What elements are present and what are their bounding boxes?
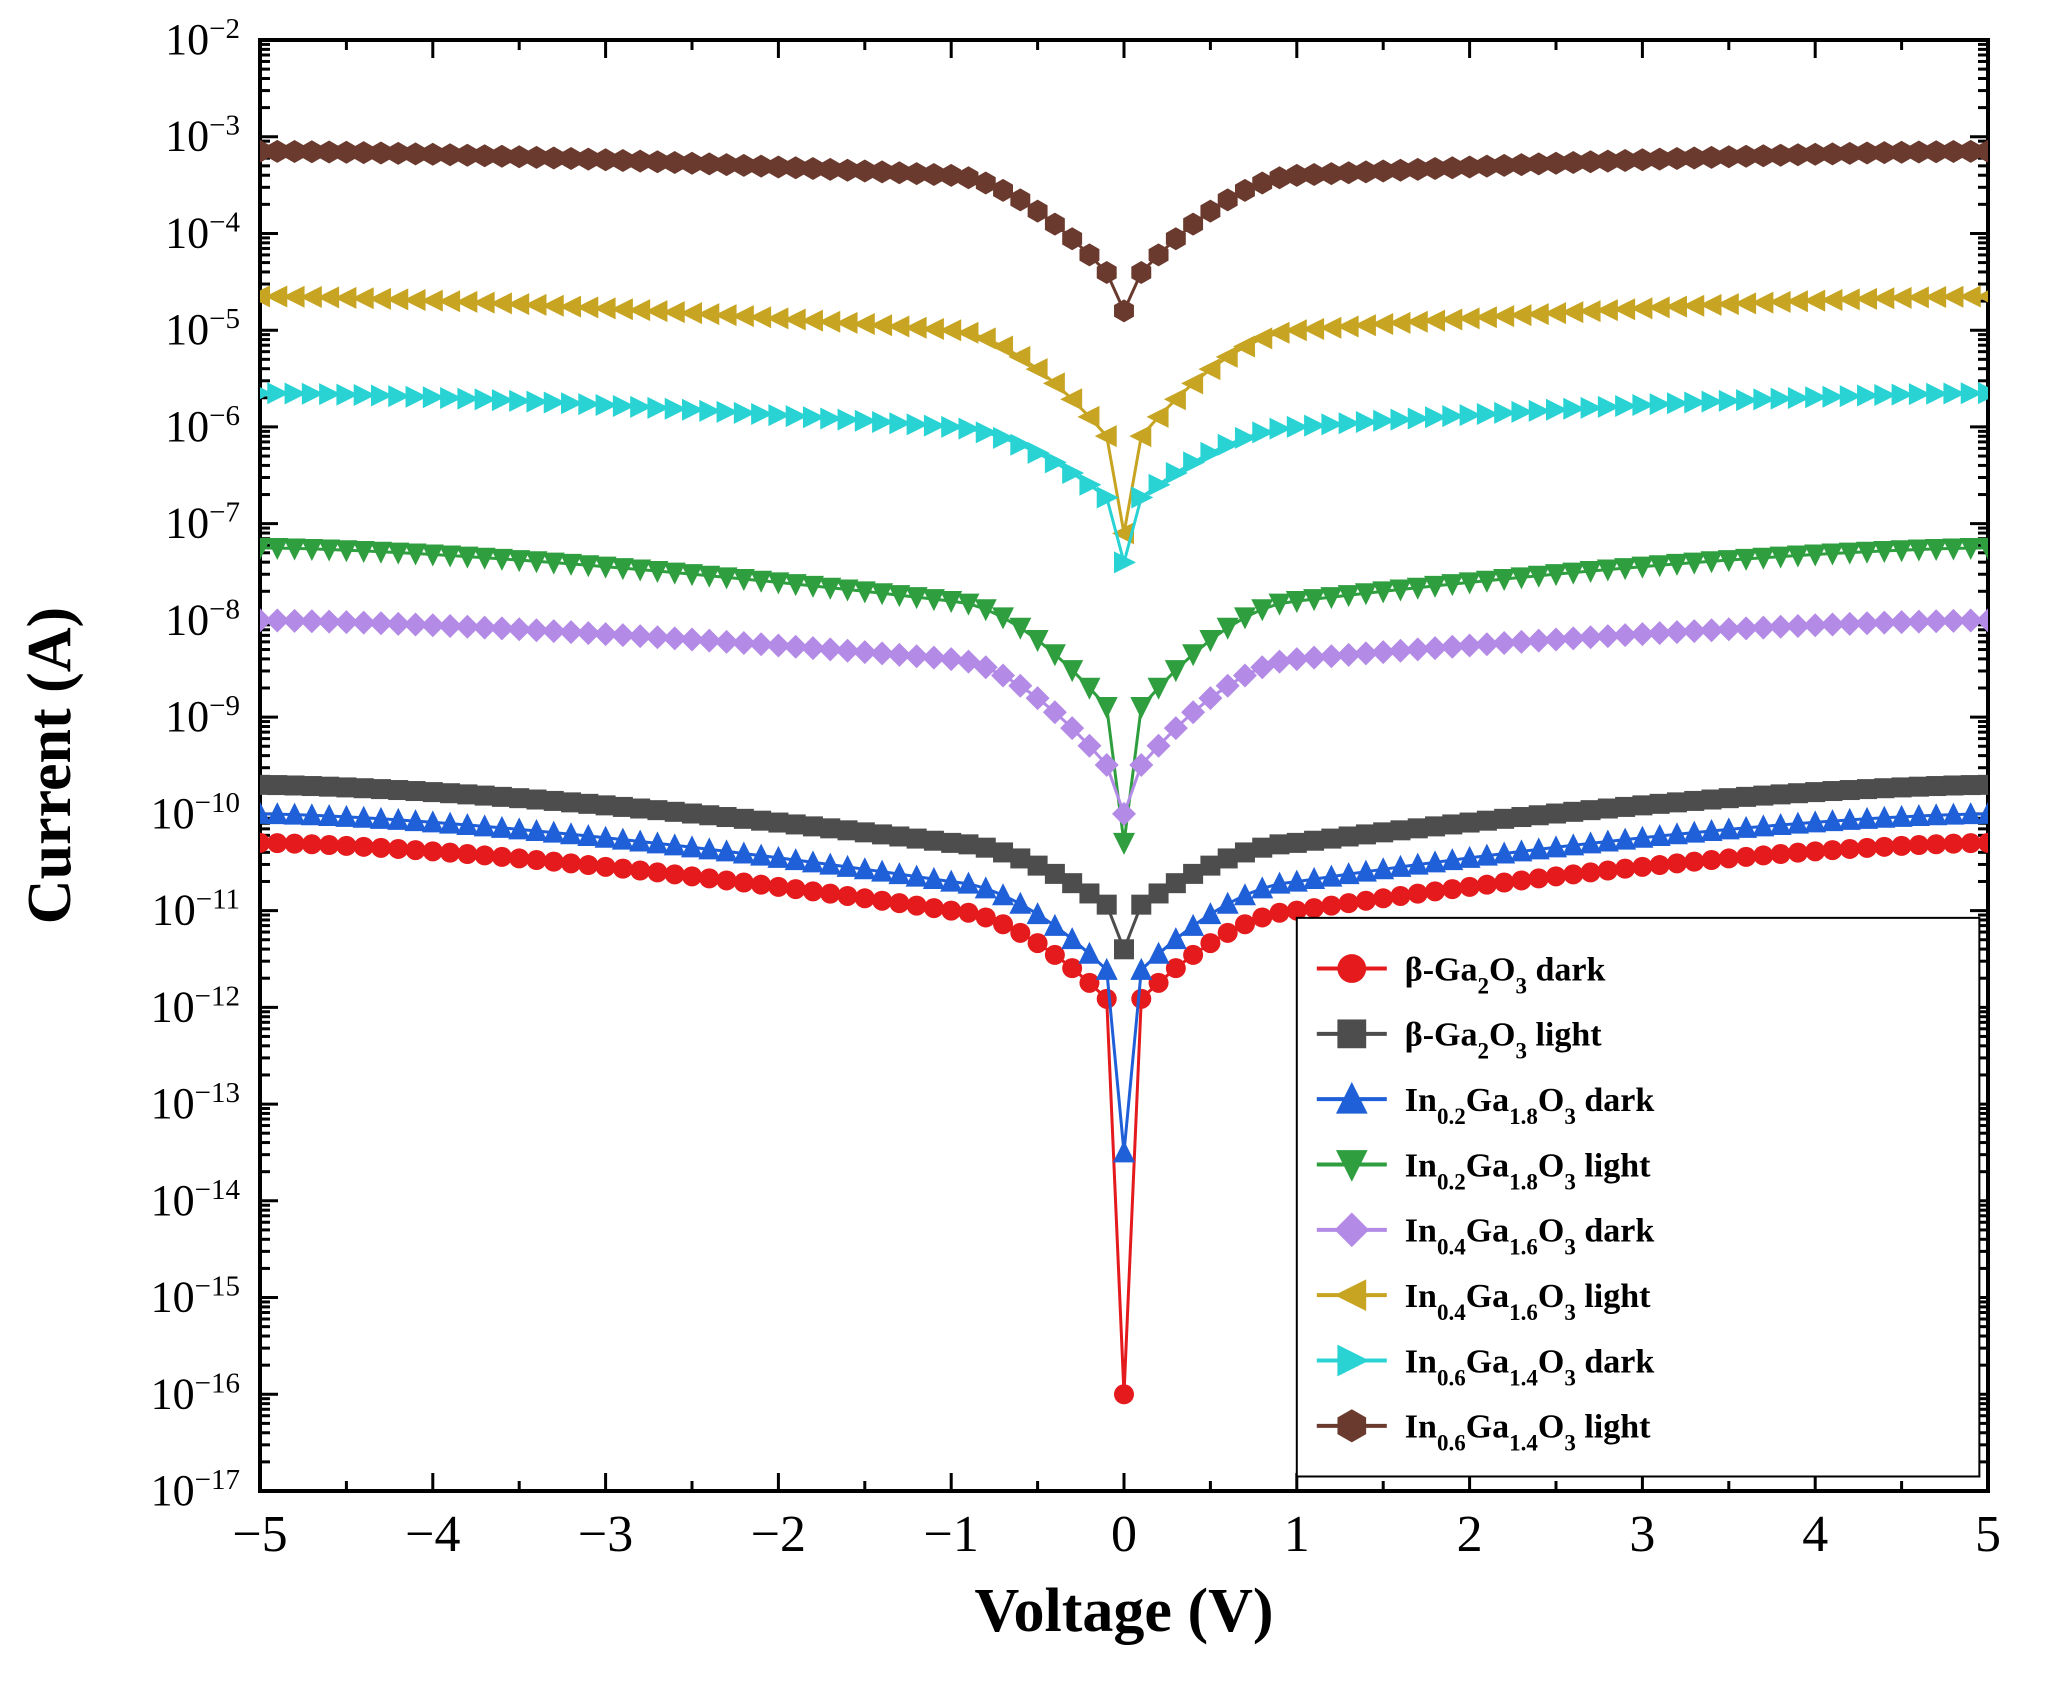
svg-text:−2: −2: [751, 1506, 806, 1563]
y-axis-label: Current (A): [16, 607, 84, 924]
svg-text:−1: −1: [924, 1506, 979, 1563]
svg-text:−5: −5: [232, 1506, 287, 1563]
svg-text:10−14: 10−14: [151, 1174, 241, 1225]
svg-text:0: 0: [1111, 1506, 1137, 1563]
svg-text:10−7: 10−7: [165, 497, 240, 548]
svg-text:4: 4: [1802, 1506, 1828, 1563]
svg-text:10−13: 10−13: [151, 1077, 240, 1128]
svg-text:10−3: 10−3: [165, 110, 240, 161]
svg-text:1: 1: [1284, 1506, 1310, 1563]
svg-text:10−11: 10−11: [152, 884, 240, 935]
svg-text:10−2: 10−2: [165, 13, 240, 64]
svg-text:−3: −3: [578, 1506, 633, 1563]
svg-text:10−10: 10−10: [151, 787, 240, 838]
series-s6: [248, 285, 1998, 544]
svg-text:10−5: 10−5: [165, 303, 240, 354]
svg-text:10−12: 10−12: [151, 980, 240, 1031]
svg-text:10−16: 10−16: [151, 1367, 240, 1418]
x-axis-label: Voltage (V): [974, 1577, 1273, 1645]
svg-text:3: 3: [1629, 1506, 1655, 1563]
svg-text:10−9: 10−9: [165, 690, 240, 741]
svg-text:10−4: 10−4: [165, 206, 240, 257]
svg-text:10−17: 10−17: [151, 1464, 240, 1515]
svg-text:10−8: 10−8: [165, 593, 240, 644]
svg-text:10−6: 10−6: [165, 400, 240, 451]
svg-text:−4: −4: [405, 1506, 460, 1563]
legend: β-Ga2O3 darkβ-Ga2O3 lightIn0.2Ga1.8O3 da…: [1297, 918, 1980, 1477]
svg-text:2: 2: [1457, 1506, 1483, 1563]
svg-text:10−15: 10−15: [151, 1271, 240, 1322]
chart-container: −5 −4 −3 −2 −1 0 1 2 3 4 5 10−17 10−16 10−15 10−14 10−1…: [0, 0, 2048, 1691]
iv-chart: −5 −4 −3 −2 −1 0 1 2 3 4 5 10−17 10−16 10−15 10−14 10−1…: [0, 0, 2048, 1691]
svg-text:5: 5: [1975, 1506, 2001, 1563]
series-s7: [250, 382, 2000, 573]
